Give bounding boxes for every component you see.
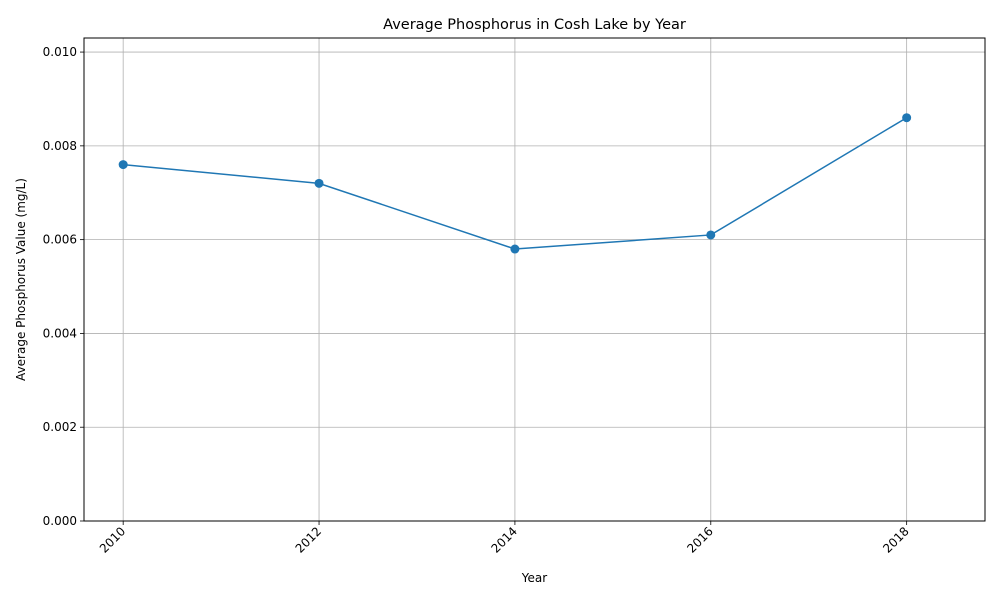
chart-title: Average Phosphorus in Cosh Lake by Year — [383, 17, 686, 33]
y-tick-label: 0.006 — [43, 233, 77, 247]
data-point — [314, 178, 324, 188]
series — [118, 113, 912, 254]
data-point — [902, 113, 912, 123]
y-tick-label: 0.002 — [43, 420, 77, 434]
data-point — [510, 244, 520, 254]
data-point — [706, 230, 716, 240]
x-axis-label: Year — [521, 571, 547, 585]
y-tick-label: 0.008 — [43, 139, 77, 153]
y-tick-label: 0.000 — [43, 514, 77, 528]
y-tick-label: 0.010 — [43, 45, 77, 59]
data-point — [118, 160, 128, 170]
y-axis-label: Average Phosphorus Value (mg/L) — [14, 178, 28, 381]
y-tick-label: 0.004 — [43, 326, 77, 340]
plot-frame — [83, 37, 986, 522]
